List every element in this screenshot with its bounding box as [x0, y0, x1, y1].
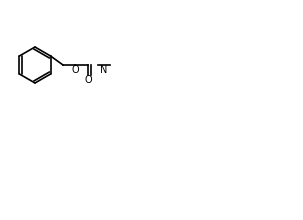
Text: N: N	[100, 65, 108, 75]
Text: O: O	[84, 75, 92, 85]
Text: O: O	[71, 65, 79, 75]
